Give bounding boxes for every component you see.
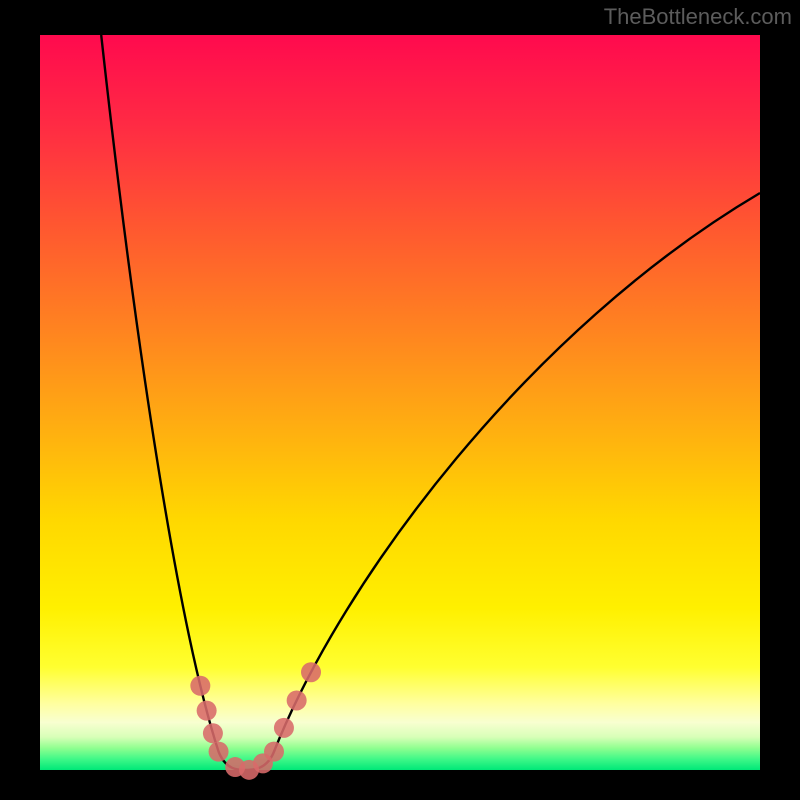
curve-marker: [264, 742, 284, 762]
curve-marker: [209, 742, 229, 762]
watermark-text: TheBottleneck.com: [604, 4, 792, 30]
curve-marker: [287, 690, 307, 710]
curve-marker: [197, 701, 217, 721]
curve-marker: [190, 676, 210, 696]
curve-marker: [203, 723, 223, 743]
figure-container: TheBottleneck.com: [0, 0, 800, 800]
plot-svg: [0, 0, 800, 800]
curve-marker: [274, 718, 294, 738]
curve-marker: [301, 662, 321, 682]
